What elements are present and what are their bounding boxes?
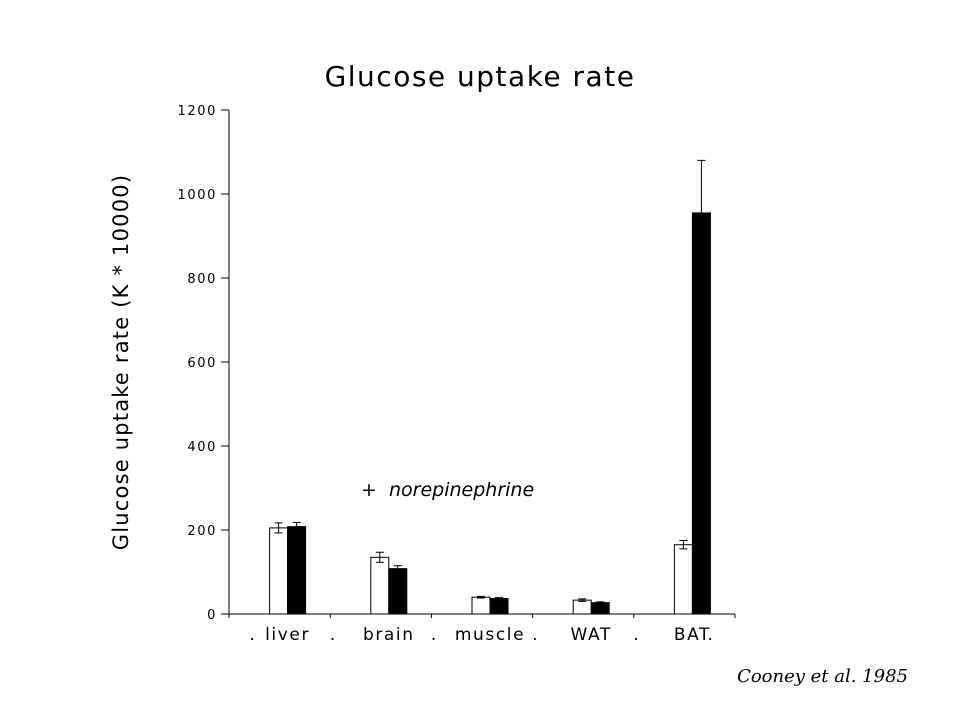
x-category-label-brain: brain [363, 625, 415, 645]
error-bar-liver-series1 [274, 522, 283, 534]
y-tick-label-400: 400 [187, 440, 217, 455]
x-category-label-BAT: BAT [674, 625, 711, 645]
y-tick-label-1000: 1000 [178, 188, 217, 203]
y-tick-label-600: 600 [187, 356, 217, 371]
y-tick-label-1200: 1200 [178, 104, 217, 119]
x-categories: ..... . liver brain muscle WAT BAT [228, 614, 736, 645]
error-bars [274, 159, 706, 603]
error-bar-BAT-series1 [679, 540, 688, 550]
bar-brain-series1 [370, 556, 390, 615]
x-category-label-liver: liver [265, 625, 310, 645]
x-separator-1: . [330, 625, 337, 645]
bar-muscle-series2 [489, 597, 509, 615]
bar-BAT-series2 [691, 212, 711, 615]
error-bar-BAT-series2 [697, 159, 706, 213]
y-tick-label-800: 800 [187, 272, 217, 287]
y-tick-label-0: 0 [207, 608, 217, 623]
y-axis-label: Glucose uptake rate (K * 10000) [109, 174, 133, 550]
bar-BAT-series1 [673, 544, 693, 615]
error-bar-WAT-series1 [578, 598, 587, 602]
bars [269, 212, 711, 615]
error-bar-WAT-series2 [596, 601, 605, 603]
error-bar-brain-series2 [393, 565, 402, 569]
error-bar-liver-series2 [292, 521, 301, 527]
x-separator-0: . [249, 625, 256, 645]
x-category-label-muscle: muscle [455, 625, 525, 645]
x-category-label-WAT: WAT [571, 625, 612, 645]
legend-norepinephrine: + norepinephrine [361, 479, 534, 501]
bar-WAT-series1 [572, 599, 592, 615]
error-bar-brain-series1 [375, 551, 384, 563]
x-separator-4: . [633, 625, 640, 645]
bar-muscle-series1 [471, 596, 491, 615]
y-ticks: 0 200 400 600 800 1000 1200 [178, 104, 229, 623]
bar-brain-series2 [388, 568, 408, 615]
error-bar-muscle-series1 [477, 595, 485, 599]
bar-liver-series2 [287, 526, 307, 615]
y-tick-label-200: 200 [187, 524, 217, 539]
bar-liver-series1 [269, 527, 289, 615]
x-separator-3: . [532, 625, 539, 645]
x-separator-2: . [431, 625, 438, 645]
bar-WAT-series2 [590, 602, 610, 615]
credit-citation: Cooney et al. 1985 [737, 666, 908, 687]
chart-title: Glucose uptake rate [325, 60, 636, 93]
error-bar-muscle-series2 [495, 597, 503, 599]
x-separator-5: . [707, 625, 714, 645]
